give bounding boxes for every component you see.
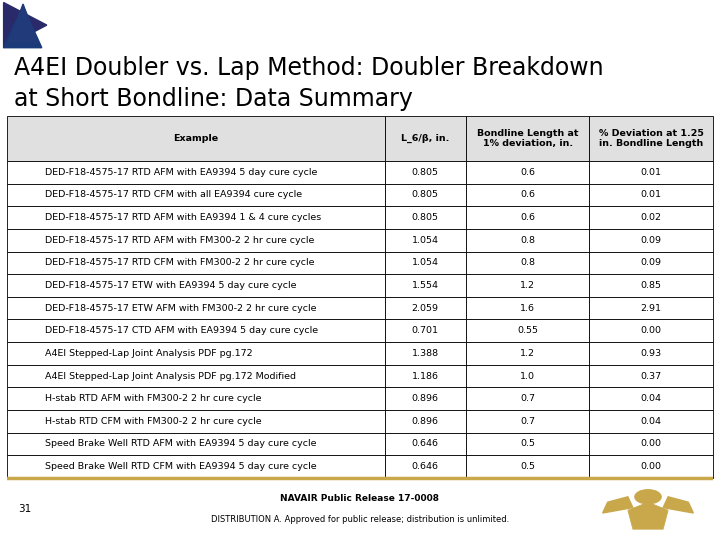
Text: AIR: AIR [644, 13, 682, 32]
Text: NAVAIR Public Release 17-0008: NAVAIR Public Release 17-0008 [281, 494, 439, 503]
Text: 31: 31 [18, 503, 31, 514]
Polygon shape [9, 4, 37, 43]
Polygon shape [603, 497, 633, 513]
Text: Advanced Composites: Advanced Composites [54, 14, 158, 23]
Polygon shape [4, 6, 42, 48]
Polygon shape [628, 502, 668, 529]
Text: at Short Bondline: Data Summary: at Short Bondline: Data Summary [14, 87, 413, 111]
Circle shape [635, 490, 661, 504]
Text: A4EI Doubler vs. Lap Method: Doubler Breakdown: A4EI Doubler vs. Lap Method: Doubler Bre… [14, 56, 604, 80]
Text: DISTRIBUTION A. Approved for public release; distribution is unlimited.: DISTRIBUTION A. Approved for public rele… [211, 515, 509, 524]
Polygon shape [663, 497, 693, 513]
Text: NAV: NAV [518, 13, 564, 32]
Text: Airframe Technology Branch North Island: Airframe Technology Branch North Island [54, 27, 212, 36]
Polygon shape [4, 3, 47, 48]
